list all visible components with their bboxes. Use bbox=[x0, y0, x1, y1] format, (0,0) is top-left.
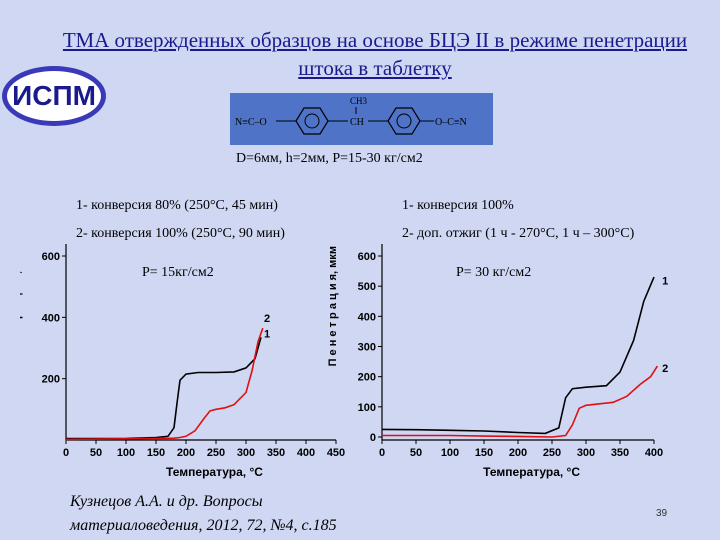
y-tick-label: 300 bbox=[358, 341, 376, 353]
page-number: 39 bbox=[656, 508, 668, 519]
x-tick-label: 0 bbox=[63, 447, 69, 459]
x-tick-label: 100 bbox=[441, 447, 459, 459]
benzene-ring-left bbox=[295, 107, 329, 135]
curve-label-1: 1 bbox=[662, 276, 668, 288]
ispm-logo: ИСПМ bbox=[2, 66, 106, 126]
chart-right: 0 50 100 150 200 250 300 350 400 600 500 400 300 200 1… bbox=[327, 244, 668, 479]
curve-label-1: 1 bbox=[264, 328, 270, 340]
x-tick-label: 50 bbox=[410, 447, 422, 459]
sample-params: D=6мм, h=2мм, P=15-30 кг/см2 bbox=[236, 151, 423, 166]
formula-methyl: CH3 bbox=[350, 96, 368, 106]
legend-left-1: 1- конверсия 80% (250°C, 45 мин) bbox=[76, 198, 278, 213]
x-tick-label: 450 bbox=[327, 447, 345, 459]
citation: Кузнецов А.А. и др. Вопросы материаловед… bbox=[70, 490, 337, 538]
formula-ch: CH bbox=[350, 117, 364, 128]
y-axis-label: П е н е т р а ц и я, мкм bbox=[327, 246, 339, 366]
y-tick-label: 600 bbox=[358, 251, 376, 263]
chart-left: 0 50 100 150 200 250 300 350 400 450 600 400 200 П е … bbox=[20, 244, 345, 479]
x-tick-label: 350 bbox=[611, 447, 629, 459]
x-tick-label: 350 bbox=[267, 447, 285, 459]
x-tick-label: 150 bbox=[147, 447, 165, 459]
x-tick-label: 250 bbox=[543, 447, 561, 459]
structural-formula: N≡C–O CH3 CH O–C≡N bbox=[230, 93, 493, 145]
y-tick-label: 400 bbox=[42, 312, 60, 324]
x-tick-label: 50 bbox=[90, 447, 102, 459]
chart-right-title: P= 30 кг/см2 bbox=[456, 265, 532, 280]
series-line-2 bbox=[382, 365, 659, 438]
x-axis-label: Температура, °C bbox=[166, 465, 263, 479]
y-tick-label: 200 bbox=[358, 372, 376, 384]
y-tick-label: 500 bbox=[358, 281, 376, 293]
slide-title: ТМА отвержденных образцов на основе БЦЭ … bbox=[62, 28, 688, 80]
y-axis-label: П е н е т р а ц и я, мкм bbox=[20, 246, 23, 366]
legend-right-1: 1- конверсия 100% bbox=[402, 198, 514, 213]
citation-line-2: материаловедения, 2012, 72, №4, с.185 bbox=[70, 517, 337, 534]
y-tick-label: 400 bbox=[358, 311, 376, 323]
y-tick-label: 200 bbox=[42, 374, 60, 386]
x-tick-label: 400 bbox=[297, 447, 315, 459]
formula-left-group: N≡C–O bbox=[235, 117, 267, 128]
x-tick-label: 150 bbox=[475, 447, 493, 459]
curve-label-2: 2 bbox=[662, 363, 668, 375]
y-tick-label: 100 bbox=[358, 402, 376, 414]
benzene-ring-right bbox=[387, 107, 421, 135]
series-line-2 bbox=[65, 327, 264, 441]
x-tick-label: 300 bbox=[577, 447, 595, 459]
legend-right-2: 2- доп. отжиг (1 ч - 270°C, 1 ч – 300°C) bbox=[402, 226, 635, 241]
citation-line-1: Кузнецов А.А. и др. Вопросы bbox=[70, 493, 263, 510]
formula-right-group: O–C≡N bbox=[435, 117, 467, 128]
x-axis-label: Температура, °C bbox=[483, 465, 580, 479]
legend-left-2: 2- конверсия 100% (250°C, 90 мин) bbox=[76, 226, 285, 241]
curve-label-2: 2 bbox=[264, 313, 270, 325]
y-tick-label: 600 bbox=[42, 251, 60, 263]
x-tick-label: 400 bbox=[645, 447, 663, 459]
x-tick-label: 100 bbox=[117, 447, 135, 459]
y-tick-label: 0 bbox=[370, 432, 376, 444]
chart-left-title: P= 15кг/см2 bbox=[142, 265, 214, 280]
x-tick-label: 200 bbox=[509, 447, 527, 459]
series-line-1 bbox=[66, 337, 262, 440]
series-line-1 bbox=[381, 276, 655, 435]
x-tick-label: 250 bbox=[207, 447, 225, 459]
x-tick-label: 300 bbox=[237, 447, 255, 459]
x-tick-label: 0 bbox=[379, 447, 385, 459]
x-tick-label: 200 bbox=[177, 447, 195, 459]
